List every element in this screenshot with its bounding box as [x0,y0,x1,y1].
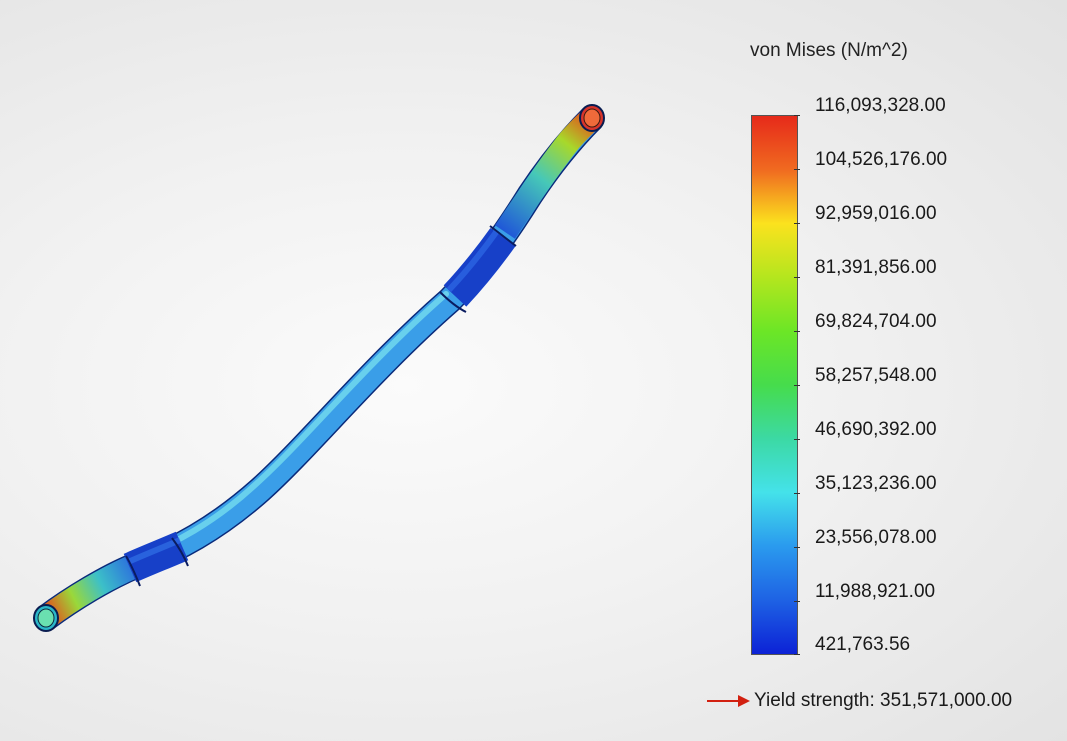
coupling-seam [489,225,517,247]
color-scale-bar [751,115,798,655]
pipe-body [38,109,601,628]
legend-tick-label: 69,824,704.00 [815,311,937,332]
coupling-seam [171,537,189,567]
pipe-coupling-upper [443,227,516,307]
legend-tick-label: 81,391,856.00 [815,257,937,278]
legend-tick [794,601,800,602]
legend-tick [794,169,800,170]
legend-tick [794,223,800,224]
legend-tick-label: 421,763.56 [815,634,911,655]
legend-tick [794,385,800,386]
pipe-end-bottom-inner [37,608,55,628]
legend-tick-label: 104,526,176.00 [815,149,948,170]
red-arrow-icon [707,695,750,707]
pipe-model[interactable] [33,104,605,632]
pipe-highlight [41,291,449,615]
legend-tick [794,331,800,332]
yield-strength-marker: Yield strength: 351,571,000.00 [706,688,1012,714]
legend-tick-label: 46,690,392.00 [815,419,937,440]
coupling-seam [439,291,467,313]
pipe-outline [37,108,602,629]
legend-tick [794,654,800,655]
pipe-top-segment [495,108,600,239]
legend-tick [794,439,800,440]
coupling-seam [125,555,141,587]
legend-tick [794,493,800,494]
legend-tick-label: 35,123,236.00 [815,473,937,494]
legend-tick-label: 11,988,921.00 [815,581,936,602]
legend-tick [794,277,800,278]
legend-tick-label: 116,093,328.00 [815,95,946,116]
yield-strength-label: Yield strength: 351,571,000.00 [754,690,1013,711]
pipe-end-top-inner [583,108,601,128]
legend-title: von Mises (N/m^2) [750,40,908,61]
legend-tick [794,115,800,116]
legend-tick-label: 92,959,016.00 [815,203,937,224]
legend-tick [794,547,800,548]
legend-tick-label: 58,257,548.00 [815,365,937,386]
pipe-coupling-upper-shade [446,229,500,293]
legend-tick-label: 23,556,078.00 [815,527,937,548]
